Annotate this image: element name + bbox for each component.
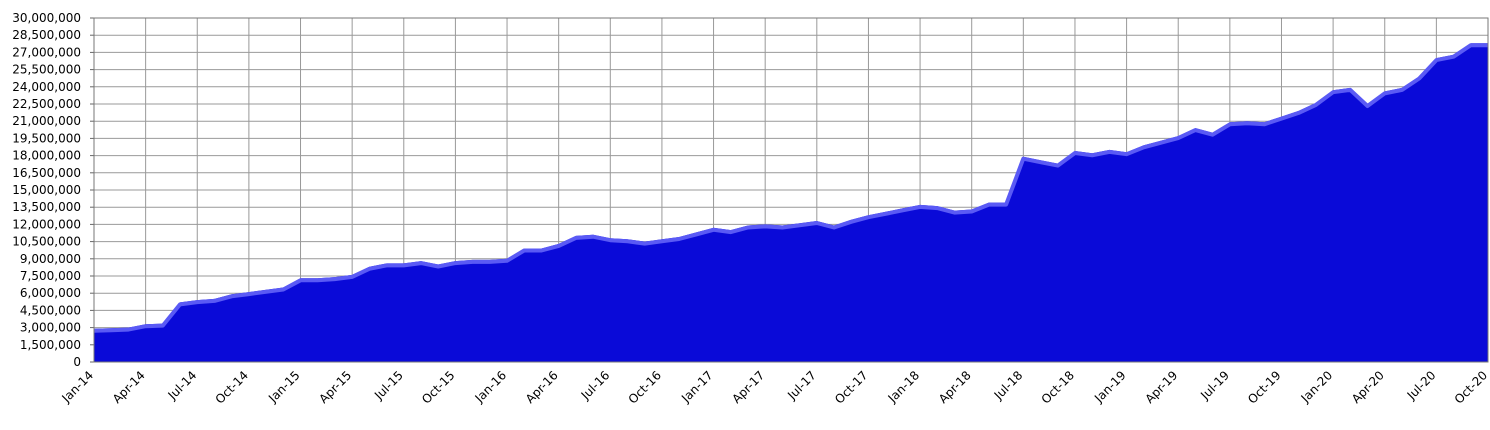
y-tick-label: 12,000,000 (12, 217, 81, 231)
x-tick-label: Jul-15 (371, 368, 406, 403)
x-tick-label: Oct-18 (1039, 368, 1077, 406)
y-tick-label: 28,500,000 (12, 28, 81, 42)
area-edge (93, 43, 1488, 333)
x-tick-label: Jul-18 (991, 368, 1026, 403)
y-tick-label: 18,000,000 (12, 149, 81, 163)
x-tick-label: Jul-20 (1404, 368, 1439, 403)
y-tick-label: 21,000,000 (12, 114, 81, 128)
y-tick-label: 1,500,000 (20, 338, 81, 352)
x-tick-label: Jul-17 (784, 368, 819, 403)
y-tick-label: 13,500,000 (12, 200, 81, 214)
y-tick-label: 27,000,000 (12, 45, 81, 59)
x-tick-label: Apr-14 (110, 368, 148, 406)
x-tick-label: Oct-14 (213, 368, 251, 406)
y-tick-label: 15,000,000 (12, 183, 81, 197)
x-tick-label: Apr-19 (1142, 368, 1180, 406)
y-tick-label: 25,500,000 (12, 63, 81, 77)
y-tick-label: 6,000,000 (20, 286, 81, 300)
y-tick-label: 7,500,000 (20, 269, 81, 283)
x-tick-label: Apr-17 (729, 368, 767, 406)
x-tick-label: Apr-16 (523, 368, 561, 406)
x-tick-label: Jul-14 (165, 368, 200, 403)
x-tick-label: Jul-16 (578, 368, 613, 403)
x-tick-label: Apr-20 (1349, 368, 1387, 406)
y-tick-label: 0 (73, 355, 81, 369)
plot-frame (93, 17, 1489, 363)
y-tick-label: 4,500,000 (20, 303, 81, 317)
x-tick-label: Oct-17 (832, 368, 870, 406)
x-tick-label: Oct-15 (419, 368, 457, 406)
x-tick-label: Jan-18 (885, 368, 923, 406)
x-tick-label: Jul-19 (1197, 368, 1232, 403)
x-tick-label: Apr-15 (316, 368, 354, 406)
y-tick-label: 24,000,000 (12, 80, 81, 94)
x-tick-label: Jan-20 (1298, 368, 1336, 406)
x-tick-label: Oct-19 (1245, 368, 1283, 406)
x-tick-label: Oct-16 (626, 368, 664, 406)
y-tick-label: 10,500,000 (12, 235, 81, 249)
y-tick-label: 30,000,000 (12, 11, 81, 25)
y-tick-label: 16,500,000 (12, 166, 81, 180)
y-tick-label: 3,000,000 (20, 321, 81, 335)
y-tick-label: 19,500,000 (12, 131, 81, 145)
area (94, 43, 1488, 362)
x-tick-label: Jan-16 (472, 368, 510, 406)
x-tick-label: Jan-14 (59, 368, 97, 406)
y-tick-label: 22,500,000 (12, 97, 81, 111)
x-tick-label: Jan-17 (678, 368, 716, 406)
x-tick-label: Jan-15 (265, 368, 303, 406)
x-tick-label: Oct-20 (1452, 368, 1490, 406)
x-tick-label: Jan-19 (1091, 368, 1129, 406)
x-tick-label: Apr-18 (936, 368, 974, 406)
y-tick-label: 9,000,000 (20, 252, 81, 266)
